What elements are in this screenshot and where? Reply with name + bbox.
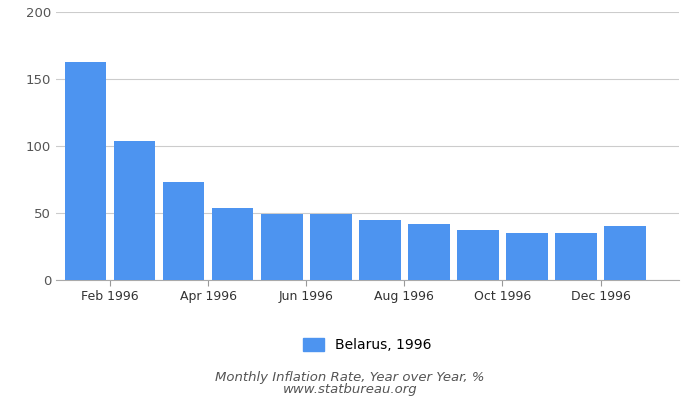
Bar [506,233,548,280]
Text: Monthly Inflation Rate, Year over Year, %: Monthly Inflation Rate, Year over Year, … [216,372,484,384]
Bar [408,224,449,280]
Bar [261,214,302,280]
Bar [310,214,351,280]
Legend: Belarus, 1996: Belarus, 1996 [298,332,438,358]
Bar [457,230,498,280]
Bar [113,141,155,280]
Bar [64,62,106,280]
Bar [604,226,646,280]
Text: www.statbureau.org: www.statbureau.org [283,384,417,396]
Bar [555,233,597,280]
Bar [162,182,204,280]
Bar [211,208,253,280]
Bar [359,220,400,280]
